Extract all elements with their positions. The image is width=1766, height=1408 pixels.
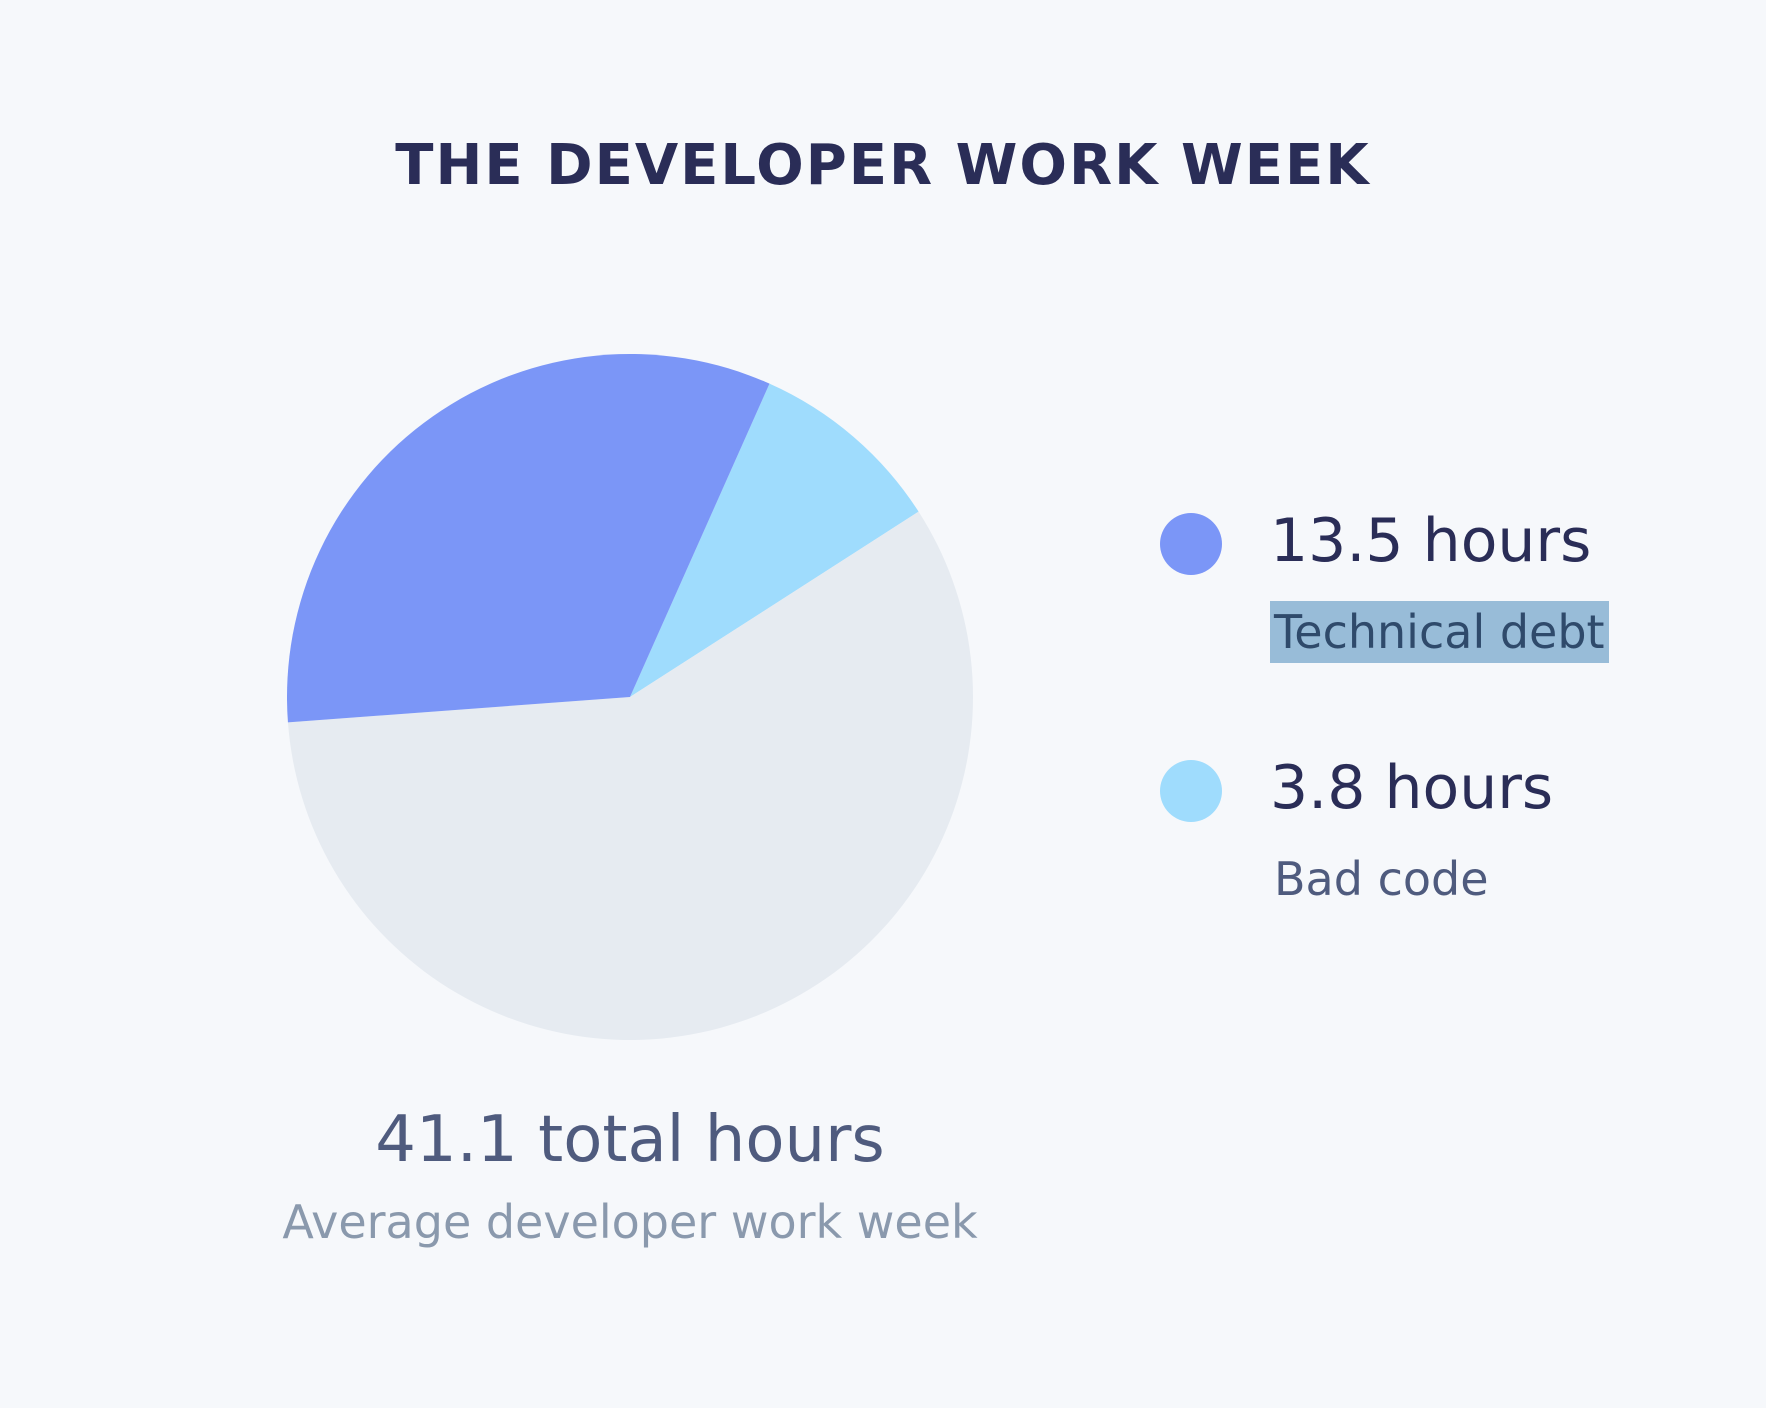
legend-label-technical-debt[interactable]: Technical debt [1270,601,1609,663]
total-caption: Average developer work week [282,1195,978,1249]
legend-swatch-bad-code [1160,760,1222,822]
legend-value-technical-debt: 13.5 hours [1270,506,1592,576]
total-hours: 41.1 total hours [375,1103,885,1177]
legend-swatch-technical-debt [1160,513,1222,575]
pie-slice-bad-code [630,383,919,697]
pie-slice-technical-debt [287,353,770,723]
legend-value-bad-code: 3.8 hours [1270,753,1554,823]
chart-title: THE DEVELOPER WORK WEEK [395,133,1371,198]
legend-label-bad-code: Bad code [1274,852,1489,906]
pie-slice-remainder [287,511,973,1040]
